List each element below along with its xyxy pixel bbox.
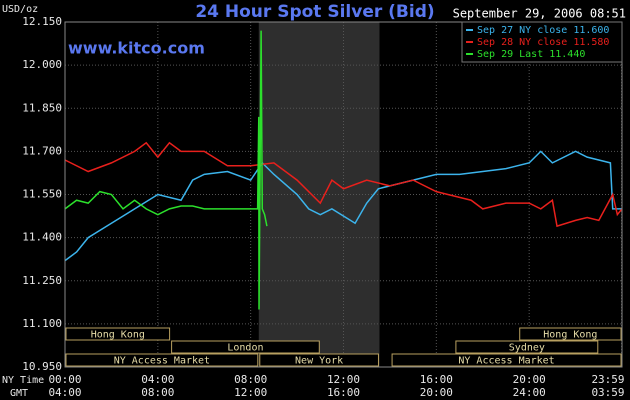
session-label: NY Access Market (458, 356, 554, 367)
x2-tick-label: 08:00 (141, 386, 174, 399)
watermark: www.kitco.com (68, 39, 205, 58)
series-line (64, 30, 268, 310)
lines-layer (64, 30, 623, 310)
session-shade (258, 22, 380, 367)
series-line (64, 150, 622, 262)
y-tick-label: 11.850 (22, 101, 62, 114)
shade-layer (258, 22, 380, 367)
x2-tick-label: 24:00 (513, 386, 546, 399)
x-tick-label: 12:00 (327, 373, 360, 386)
session-label: Hong Kong (91, 330, 145, 341)
session-label: Sydney (509, 343, 545, 354)
x2-tick-label: 16:00 (327, 386, 360, 399)
session-label: London (227, 343, 263, 354)
session-bar (171, 340, 320, 354)
chart-title: 24 Hour Spot Silver (Bid) (195, 2, 434, 22)
x-tick-label: 00:00 (48, 373, 81, 386)
x2-tick-label: 12:00 (234, 386, 267, 399)
session-bar (65, 327, 171, 341)
y-tick-label: 11.100 (22, 317, 62, 330)
y-tick-label: 10.950 (22, 360, 62, 373)
legend-label: Sep 29 Last 11.440 (477, 49, 585, 60)
x2-row-label: GMT (10, 388, 28, 399)
plot-frame (64, 21, 623, 368)
series-line (64, 141, 623, 228)
y-tick-label: 12.000 (22, 58, 62, 71)
session-label: NY Access Market (114, 356, 210, 367)
session-bar (455, 340, 599, 354)
timestamp: September 29, 2006 08:51 (453, 7, 626, 21)
legend-box (461, 21, 623, 63)
y-tick-label: 11.550 (22, 188, 62, 201)
x-tick-label: 23:59 (591, 373, 624, 386)
y-tick-label: 12.150 (22, 15, 62, 28)
session-bar (519, 327, 622, 341)
y-tick-label: 11.700 (22, 144, 62, 157)
y-tick-label: 11.250 (22, 274, 62, 287)
y-tick-label: 11.400 (22, 231, 62, 244)
x2-tick-label: 03:59 (591, 386, 624, 399)
session-bar (391, 353, 622, 367)
session-bar (259, 353, 379, 367)
session-label: New York (295, 356, 343, 367)
sessions-layer: Hong Kong Hong Kong London Sydney NY Access … (65, 327, 622, 367)
x-tick-label: 16:00 (420, 373, 453, 386)
x-tick-label: 08:00 (234, 373, 267, 386)
x-tick-label: 04:00 (141, 373, 174, 386)
x-row-label: NY Time (2, 375, 44, 386)
y-axis-label: USD/oz (2, 4, 38, 15)
session-label: Hong Kong (543, 330, 597, 341)
x-tick-label: 20:00 (513, 373, 546, 386)
legend-label: Sep 28 NY close 11.580 (477, 37, 609, 48)
legend-label: Sep 27 NY close 11.600 (477, 25, 609, 36)
x2-tick-label: 20:00 (420, 386, 453, 399)
x2-tick-label: 04:00 (48, 386, 81, 399)
session-bar (65, 353, 259, 367)
